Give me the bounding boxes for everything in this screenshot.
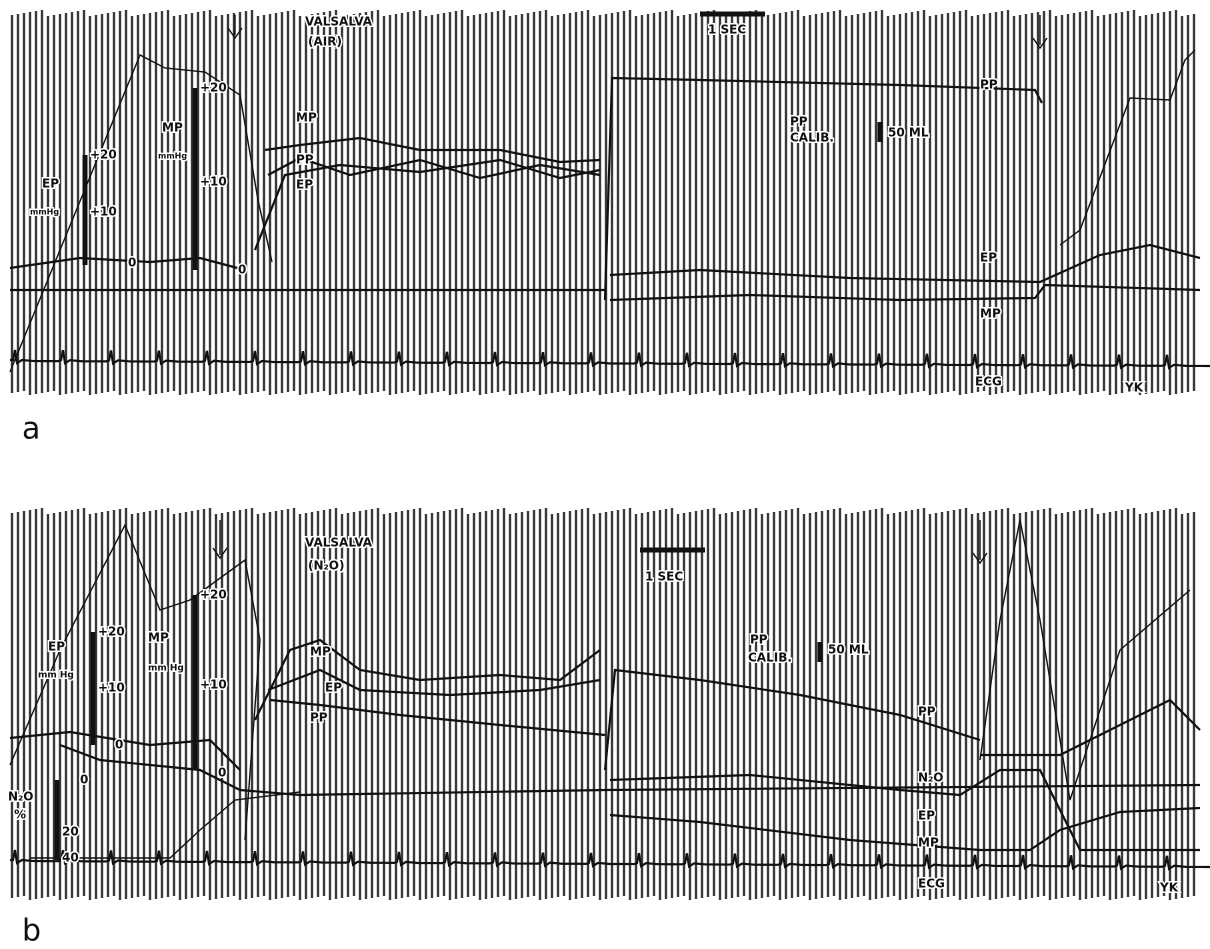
tick: +20 (90, 148, 117, 162)
trace-label: MP (980, 307, 1001, 321)
title: VALSALVA (305, 536, 373, 550)
time-scale: 1 SEC (708, 23, 746, 37)
trace-label: MP (310, 645, 331, 659)
ecg-a (10, 349, 1210, 370)
trace-label: EP (325, 681, 342, 695)
subtitle: (N₂O) (308, 559, 344, 573)
tick: 20 (62, 825, 79, 839)
calib-value: 50 ML (828, 643, 869, 657)
axis-name: N₂O (8, 790, 34, 804)
tick: +10 (98, 681, 125, 695)
calib-label: CALIB. (790, 131, 834, 145)
panel-a-traces (9, 11, 1201, 373)
trace-label: EP (296, 178, 313, 192)
panel-label: b (22, 914, 41, 949)
axis-unit: mm Hg (148, 664, 184, 674)
ecg-b (10, 849, 1210, 871)
tick: +10 (90, 205, 117, 219)
tick: +20 (200, 81, 227, 95)
ecg-trace (10, 849, 1210, 871)
trace-label: N₂O (918, 771, 944, 785)
axis-unit: % (14, 808, 26, 822)
trace-label: PP (310, 711, 328, 725)
axis-name: MP (148, 631, 169, 645)
panel-label: a (22, 412, 40, 447)
tick: 40 (62, 851, 79, 865)
tick: +20 (98, 625, 125, 639)
trace-label: ECG (975, 375, 1002, 389)
tick: 0 (128, 256, 136, 270)
trace-label: MP (918, 836, 939, 850)
calib-value: 50 ML (888, 126, 929, 140)
calib-label: CALIB. (748, 651, 792, 665)
tick: +10 (200, 175, 227, 189)
axis-unit: mmHg (158, 152, 187, 161)
tick: 0 (115, 738, 123, 752)
title: VALSALVA (305, 15, 373, 29)
axis-unit: mm Hg (38, 671, 74, 681)
calib-name: PP (790, 115, 808, 129)
subtitle: (AIR) (308, 35, 342, 49)
axis-name: MP (162, 121, 183, 135)
tick: 0 (80, 773, 88, 787)
axis-name: EP (42, 177, 59, 191)
initials: YK (1124, 381, 1144, 395)
time-scale: 1 SEC (645, 570, 683, 584)
trace-label: EP (918, 809, 935, 823)
tick: 0 (218, 766, 226, 780)
trace-label: ECG (918, 877, 945, 891)
trace-label: PP (296, 153, 314, 167)
calib-name: PP (750, 633, 768, 647)
axis-unit: mmHg (30, 208, 59, 217)
initials: YK (1159, 881, 1179, 895)
tick: 0 (238, 263, 246, 277)
trace-label: MP (296, 111, 317, 125)
tick: +10 (200, 678, 227, 692)
panel-b-traces (9, 519, 1201, 860)
axis-name: EP (48, 640, 65, 654)
trace-label: PP (980, 78, 998, 92)
trace-label: PP (918, 705, 936, 719)
trace-label: EP (980, 251, 997, 265)
tick: +20 (200, 588, 227, 602)
ecg-trace (10, 349, 1210, 370)
